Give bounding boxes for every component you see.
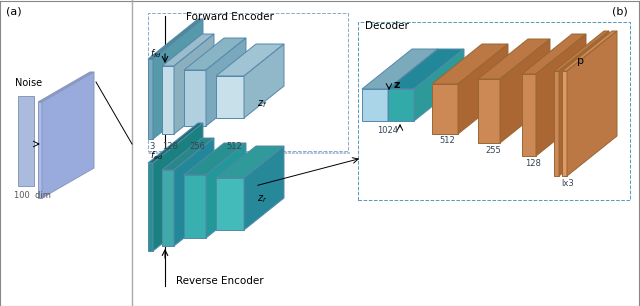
Polygon shape	[522, 34, 586, 74]
Polygon shape	[522, 74, 536, 156]
Polygon shape	[162, 138, 214, 170]
Text: 512: 512	[439, 136, 455, 145]
Polygon shape	[162, 66, 174, 134]
Polygon shape	[174, 138, 214, 246]
Bar	[358, 22, 630, 200]
Polygon shape	[38, 102, 42, 198]
Text: $f_{fd}$: $f_{fd}$	[150, 47, 161, 59]
Polygon shape	[216, 146, 284, 178]
Text: p: p	[577, 56, 584, 66]
Polygon shape	[458, 44, 508, 134]
Polygon shape	[184, 38, 246, 70]
Polygon shape	[562, 31, 617, 71]
Polygon shape	[388, 89, 414, 121]
Polygon shape	[184, 175, 206, 238]
Polygon shape	[216, 178, 244, 230]
Polygon shape	[38, 72, 94, 102]
Polygon shape	[148, 123, 203, 163]
Polygon shape	[562, 71, 567, 176]
Polygon shape	[18, 96, 34, 186]
Text: Reverse Encoder: Reverse Encoder	[176, 276, 264, 286]
Polygon shape	[216, 76, 244, 118]
Polygon shape	[362, 89, 388, 121]
Polygon shape	[148, 163, 153, 251]
Text: Noise: Noise	[15, 78, 42, 88]
Polygon shape	[184, 70, 206, 126]
Polygon shape	[388, 49, 438, 121]
Text: 128: 128	[162, 142, 178, 151]
Polygon shape	[244, 44, 284, 118]
Polygon shape	[554, 71, 559, 176]
Polygon shape	[478, 39, 550, 79]
Polygon shape	[184, 143, 246, 175]
Polygon shape	[216, 44, 284, 76]
Polygon shape	[478, 79, 500, 143]
Polygon shape	[559, 31, 609, 176]
Polygon shape	[153, 19, 203, 139]
Polygon shape	[244, 146, 284, 230]
Polygon shape	[432, 84, 458, 134]
Text: (b): (b)	[612, 6, 628, 16]
Text: 128: 128	[525, 159, 541, 168]
Text: Forward Encoder: Forward Encoder	[186, 12, 274, 22]
Polygon shape	[567, 31, 617, 176]
Polygon shape	[206, 143, 246, 238]
Polygon shape	[414, 49, 464, 121]
Bar	[148, 13, 348, 151]
Text: Decoder: Decoder	[365, 21, 409, 31]
Polygon shape	[153, 123, 203, 251]
Polygon shape	[432, 44, 508, 84]
Text: z: z	[393, 80, 399, 90]
Polygon shape	[148, 19, 203, 59]
Polygon shape	[174, 34, 214, 134]
Text: $z_f$: $z_f$	[257, 98, 268, 110]
Text: 512: 512	[226, 142, 242, 151]
Text: $z_r$: $z_r$	[257, 193, 268, 205]
Polygon shape	[162, 34, 214, 66]
Text: $f_{ed}$: $f_{ed}$	[150, 149, 163, 162]
Text: 1024: 1024	[378, 126, 399, 135]
Polygon shape	[500, 39, 550, 143]
Text: lx3: lx3	[562, 179, 574, 188]
Text: 3: 3	[149, 142, 155, 151]
Polygon shape	[148, 59, 153, 139]
Polygon shape	[536, 34, 586, 156]
Polygon shape	[554, 31, 609, 71]
Polygon shape	[388, 49, 464, 89]
Polygon shape	[362, 49, 438, 89]
Polygon shape	[42, 72, 94, 198]
Polygon shape	[206, 38, 246, 126]
Polygon shape	[162, 170, 174, 246]
Text: 100  dim: 100 dim	[14, 191, 51, 200]
Text: 256: 256	[189, 142, 205, 151]
Text: (a): (a)	[6, 6, 22, 16]
Text: 255: 255	[485, 146, 501, 155]
